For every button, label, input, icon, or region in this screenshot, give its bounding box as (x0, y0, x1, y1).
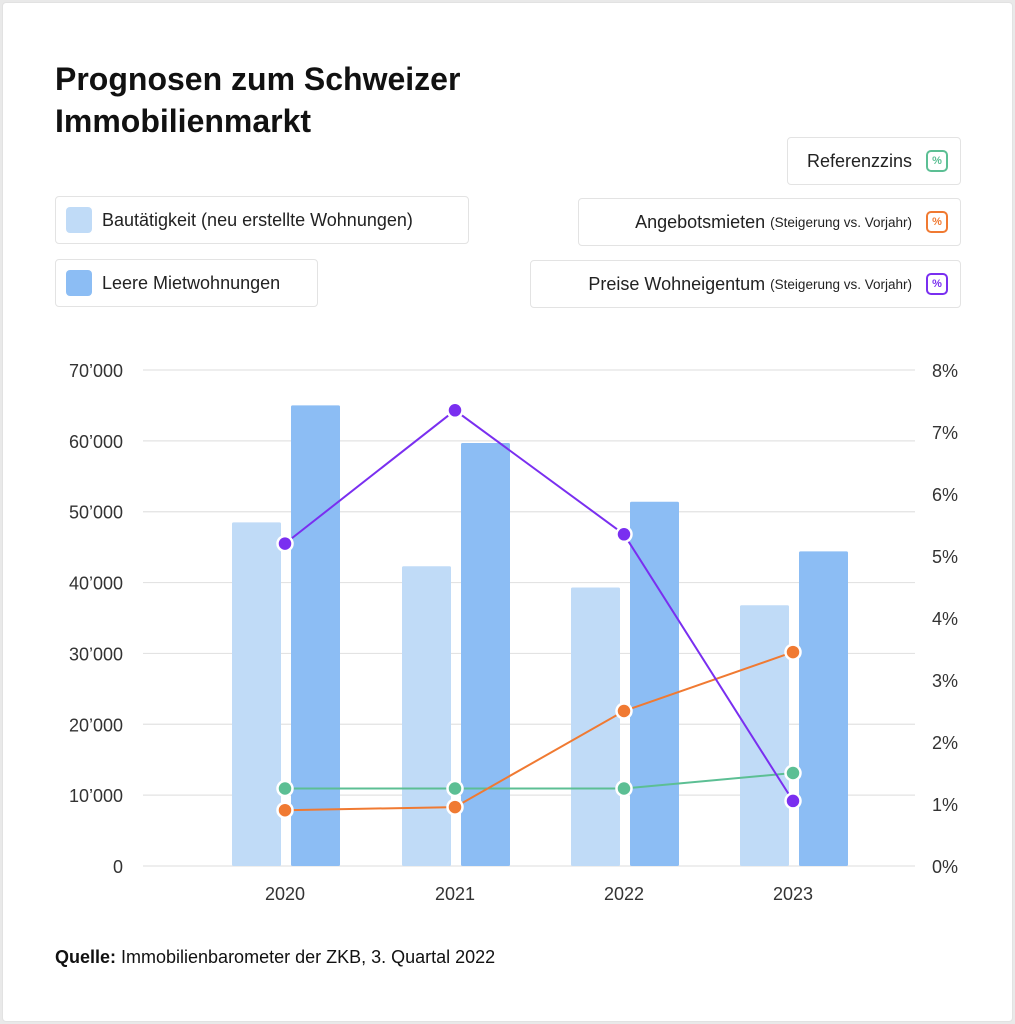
data-point (615, 779, 633, 798)
x-axis-tick-label: 2021 (435, 884, 475, 904)
bar (740, 605, 789, 866)
data-point (446, 779, 464, 798)
percent-icon: % (926, 211, 948, 233)
bar (291, 405, 340, 866)
source-note: Quelle: Immobilienbarometer der ZKB, 3. … (55, 947, 495, 968)
data-point (446, 401, 464, 420)
left-axis-tick-label: 40’000 (69, 574, 123, 594)
left-axis-tick-label: 10’000 (69, 786, 123, 806)
series-line (284, 409, 794, 802)
legend-note-preise-wohneigentum: (Steigerung vs. Vorjahr) (770, 276, 912, 292)
left-axis-tick-label: 50’000 (69, 503, 123, 523)
bar (232, 522, 281, 866)
bar (799, 551, 848, 866)
legend-item-angebotsmieten: Angebotsmieten (Steigerung vs. Vorjahr) … (578, 198, 961, 246)
source-text: Immobilienbarometer der ZKB, 3. Quartal … (116, 947, 496, 967)
bar (461, 442, 510, 866)
left-axis-tick-label: 30’000 (69, 644, 123, 664)
series-line (284, 651, 794, 812)
legend-item-bautaetigkeit: Bautätigkeit (neu erstellte Wohnungen) (55, 196, 469, 244)
series-line (285, 772, 794, 790)
legend-label-angebotsmieten: Angebotsmieten (635, 211, 766, 232)
data-point (784, 792, 802, 810)
legend-label-preise-wohneigentum: Preise Wohneigentum (588, 273, 766, 294)
data-point (276, 801, 294, 819)
right-axis-tick-label: 1% (932, 795, 958, 815)
legend-item-referenzzins: Referenzzins % (787, 137, 961, 185)
right-axis-tick-label: 5% (932, 547, 958, 567)
left-axis-tick-label: 60’000 (69, 432, 123, 452)
legend-item-preise-wohneigentum: Preise Wohneigentum (Steigerung vs. Vorj… (530, 260, 961, 308)
right-axis-tick-label: 8% (932, 361, 958, 381)
legend-label-leere-mietwohnungen: Leere Mietwohnungen (102, 272, 281, 293)
data-point (446, 798, 464, 816)
x-axis-tick-label: 2023 (773, 884, 813, 904)
data-point (784, 643, 802, 661)
right-axis-tick-label: 4% (932, 609, 958, 629)
bar (402, 566, 451, 866)
right-axis-tick-label: 3% (932, 671, 958, 691)
bar (630, 501, 679, 866)
data-point (615, 525, 633, 544)
data-point (276, 534, 294, 553)
left-axis-tick-label: 0 (113, 857, 123, 877)
source-label: Quelle: (55, 947, 117, 967)
data-point (784, 764, 802, 782)
legend-swatch-bautaetigkeit (66, 207, 92, 233)
legend-item-leere-mietwohnungen: Leere Mietwohnungen (55, 259, 318, 307)
percent-icon: % (926, 150, 948, 172)
data-point (615, 702, 633, 720)
legend-label-referenzzins: Referenzzins (806, 150, 912, 171)
right-axis-tick-label: 7% (932, 423, 958, 443)
left-axis-tick-label: 70’000 (69, 361, 123, 381)
legend-note-angebotsmieten: (Steigerung vs. Vorjahr) (770, 214, 912, 230)
right-axis-tick-label: 2% (932, 733, 958, 753)
chart-title: Prognosen zum Schweizer Immobilienmarkt (55, 61, 461, 139)
legend-swatch-leere-mietwohnungen (66, 270, 92, 296)
percent-icon: % (926, 273, 948, 295)
x-axis-tick-label: 2022 (604, 884, 644, 904)
data-point (276, 779, 294, 798)
legend-label-bautaetigkeit: Bautätigkeit (neu erstellte Wohnungen) (102, 209, 413, 230)
left-axis-tick-label: 20’000 (69, 715, 123, 735)
x-axis-tick-label: 2020 (265, 884, 305, 904)
right-axis-tick-label: 0% (932, 857, 958, 877)
right-axis-tick-label: 6% (932, 485, 958, 505)
